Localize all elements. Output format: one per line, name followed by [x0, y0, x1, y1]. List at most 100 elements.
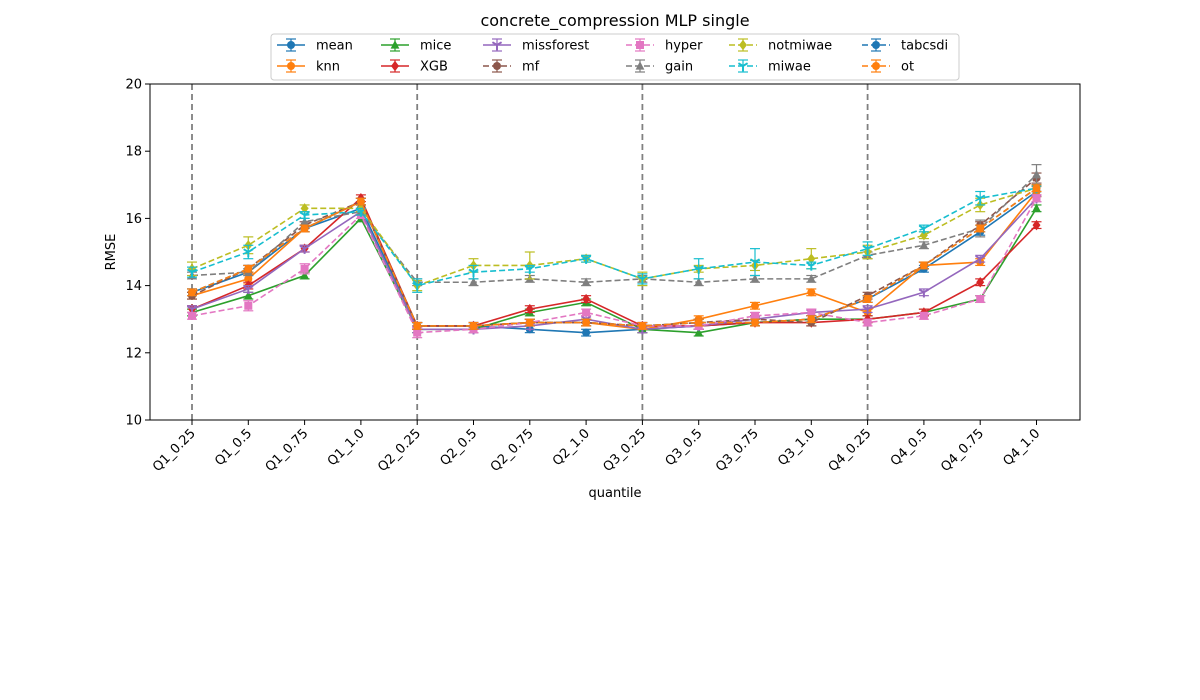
- legend-label: missforest: [522, 39, 589, 54]
- legend-marker: [635, 61, 645, 70]
- legend-item-ot: ot: [862, 59, 914, 75]
- data-point: [356, 197, 365, 206]
- y-tick-label: 14: [125, 279, 142, 294]
- data-point: [751, 318, 759, 327]
- data-point: [413, 321, 422, 330]
- data-point: [638, 321, 647, 330]
- legend-marker: [872, 62, 880, 70]
- data-point: [1032, 194, 1041, 203]
- series-line-knn: [191, 191, 1038, 331]
- data-point: [300, 203, 309, 214]
- data-point: [807, 253, 816, 264]
- data-point: [525, 318, 534, 327]
- data-point: [976, 277, 985, 288]
- legend-item-gain: gain: [626, 59, 693, 75]
- data-point: [243, 290, 253, 300]
- y-tick-label: 16: [125, 212, 142, 227]
- series-line-mean: [191, 190, 1037, 334]
- legend-marker: [739, 39, 747, 51]
- legend-item-missforest: missforest: [483, 38, 589, 54]
- data-point: [918, 288, 930, 298]
- legend-item-mean: mean: [277, 38, 353, 54]
- data-point: [582, 318, 591, 327]
- data-point: [524, 265, 535, 274]
- data-point: [694, 277, 704, 286]
- legend-marker: [636, 41, 644, 49]
- y-axis-title: RMSE: [104, 234, 119, 271]
- data-point: [1032, 219, 1041, 231]
- data-point: [412, 281, 423, 291]
- legend-marker: [391, 60, 399, 72]
- legend-label: ot: [901, 60, 914, 75]
- legend-label: tabcsdi: [901, 39, 948, 54]
- y-tick-label: 18: [125, 145, 142, 160]
- data-point: [919, 240, 929, 249]
- data-point: [188, 288, 196, 297]
- data-point: [976, 224, 985, 233]
- legend-label: knn: [316, 60, 340, 75]
- series-ot: [187, 184, 1042, 330]
- chart-title: concrete_compression MLP single: [480, 11, 749, 31]
- data-point: [919, 230, 928, 241]
- data-point: [975, 194, 986, 204]
- legend-item-miwae: miwae: [729, 59, 811, 75]
- data-point: [806, 261, 817, 271]
- legend-item-notmiwae: notmiwae: [729, 38, 832, 54]
- data-point: [694, 327, 704, 337]
- data-point: [469, 321, 478, 330]
- data-point: [300, 264, 309, 273]
- data-point: [1032, 203, 1041, 212]
- data-point: [580, 255, 592, 264]
- legend-item-tabcsdi: tabcsdi: [862, 38, 948, 54]
- data-point: [751, 301, 759, 310]
- data-point: [468, 268, 479, 278]
- legend-item-XGB: XGB: [381, 59, 448, 75]
- data-point: [582, 308, 591, 317]
- y-tick-label: 10: [125, 414, 142, 429]
- legend-label: gain: [665, 60, 693, 75]
- data-point: [975, 255, 986, 264]
- data-point: [693, 265, 704, 274]
- data-point: [243, 285, 254, 295]
- data-point: [750, 274, 760, 283]
- data-point: [807, 308, 816, 317]
- data-point: [300, 216, 309, 226]
- data-point: [862, 244, 873, 254]
- legend-marker: [491, 41, 503, 51]
- legend-item-mice: mice: [381, 38, 451, 54]
- data-point: [582, 328, 591, 337]
- data-point: [919, 261, 928, 270]
- data-point: [862, 305, 873, 315]
- plot-frame: [149, 83, 1081, 421]
- data-point: [186, 268, 198, 278]
- data-point: [807, 315, 816, 324]
- data-point: [188, 311, 196, 320]
- series-miwae: [186, 184, 1042, 293]
- data-point: [244, 301, 253, 310]
- series-line-XGB: [191, 196, 1038, 327]
- data-point: [919, 311, 928, 320]
- legend-label: mice: [420, 39, 451, 54]
- data-point: [863, 318, 872, 327]
- legend-label: mf: [522, 60, 540, 75]
- series-line-ot: [191, 187, 1037, 327]
- legend: mean knn mice XGB missforest mf hyper gain notmi…: [270, 33, 960, 81]
- x-axis-title: quantile: [588, 486, 641, 501]
- data-point: [1032, 184, 1041, 193]
- data-point: [244, 264, 253, 273]
- y-tick-label: 20: [125, 78, 142, 93]
- legend-marker: [287, 62, 295, 70]
- data-point: [582, 293, 591, 305]
- data-point: [469, 277, 478, 286]
- data-point: [299, 244, 310, 254]
- legend-item-knn: knn: [277, 59, 340, 75]
- legend-marker: [493, 62, 501, 70]
- data-point: [581, 277, 591, 286]
- legend-marker: [872, 41, 880, 49]
- legend-item-hyper: hyper: [626, 38, 703, 54]
- data-point: [807, 288, 816, 297]
- legend-box: [270, 33, 960, 81]
- data-point: [637, 275, 648, 285]
- legend-label: mean: [316, 39, 353, 54]
